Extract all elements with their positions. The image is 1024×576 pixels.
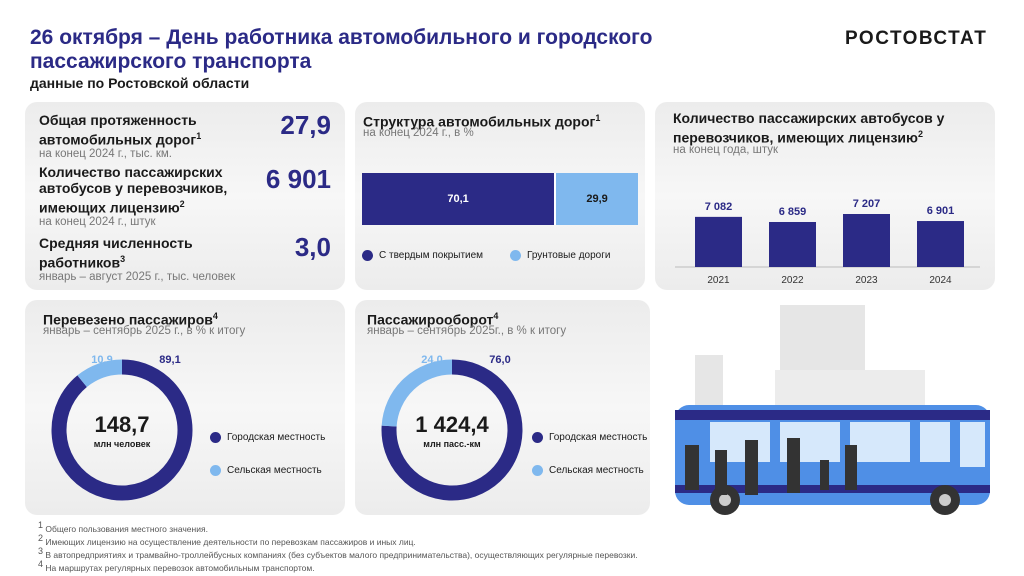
legend-swatch	[210, 432, 221, 443]
legend-label: Грунтовые дороги	[527, 250, 611, 261]
stacked-segment: 70,1	[362, 173, 557, 225]
footnote-ref: 4	[212, 311, 218, 321]
indicator-1: Общая протяженность автомобильных дорог1…	[39, 112, 259, 160]
footnote-ref: 2	[917, 129, 923, 139]
data-label: 6 859	[779, 206, 807, 218]
stacked-bar: 70,1 29,9	[362, 173, 638, 225]
page-title: 26 октября – День работника автомобильно…	[30, 26, 653, 73]
donut-chart: 76,0 24,0 1 424,4 млн пасс.-км	[381, 354, 523, 501]
footnote-3: 3 В автопредприятиях и трамвайно-троллей…	[38, 546, 638, 560]
legend-swatch	[532, 432, 543, 443]
footnote-2: 2 Имеющих лицензию на осуществление деят…	[38, 533, 416, 547]
indicator-note: на конец 2024 г., штук	[39, 215, 156, 228]
center-value: 1 424,4	[415, 412, 489, 437]
legend-swatch	[210, 465, 221, 476]
indicators-panel: Общая протяженность автомобильных дорог1…	[25, 102, 345, 290]
chart-title: Перевезено пассажиров	[43, 311, 213, 328]
tick-label: 2022	[781, 275, 804, 286]
donut-segment	[51, 359, 193, 501]
indicator-2: Количество пассажирских автобусов у пере…	[39, 164, 264, 228]
donut-segment	[77, 359, 123, 388]
legend-swatch	[532, 465, 543, 476]
bus-illustration	[675, 305, 990, 515]
stacked-segment: 29,9	[556, 173, 638, 225]
passenger-turnover-panel: Пассажирооборот4 январь – сентябрь 2025г…	[355, 300, 650, 515]
chart-subtitle: на конец 2024 г., в %	[363, 127, 474, 139]
legend-swatch	[510, 250, 521, 261]
footnote-ref: 1	[196, 131, 202, 141]
chart-title: Количество пассажирских автобусов у пере…	[673, 110, 945, 146]
indicator-value: 27,9	[280, 110, 331, 140]
bar-chart: 7 082 2021 6 859 2022 7 207 2023 6 901 2024	[675, 198, 980, 286]
footnote-ref: 4	[493, 311, 499, 321]
passengers-panel: Перевезено пассажиров4 январь – сентябрь…	[25, 300, 345, 515]
buses-panel: Количество пассажирских автобусов у пере…	[655, 102, 995, 290]
legend-label: С твердым покрытием	[379, 250, 484, 261]
data-label: 76,0	[489, 354, 510, 366]
bar	[917, 221, 964, 267]
center-unit: млн человек	[94, 439, 151, 449]
indicator-note: январь – август 2025 г., тыс. человек	[39, 270, 236, 283]
legend-label: Сельская местность	[549, 465, 644, 476]
footnote-text: Имеющих лицензию на осуществление деятел…	[45, 536, 416, 547]
bar	[843, 214, 890, 267]
footnote-1: 1 Общего пользования местного значения.	[38, 520, 208, 534]
center-unit: млн пасс.-км	[423, 439, 481, 449]
indicator-3: Средняя численность работников3 январь –…	[39, 235, 279, 283]
tick-label: 2024	[929, 275, 952, 286]
center-value: 148,7	[94, 412, 149, 437]
donut-segment	[381, 359, 453, 427]
indicator-value: 6 901	[265, 164, 331, 194]
footnote-ref: 1	[595, 113, 601, 123]
data-label: 10,9	[91, 354, 112, 366]
indicator-note: на конец 2024 г., тыс. км.	[39, 147, 172, 160]
chart-title: Структура автомобильных дорог	[363, 113, 596, 130]
footnote-4: 4 На маршрутах регулярных перевозок авто…	[38, 559, 315, 573]
indicator-value: 3,0	[294, 232, 331, 262]
logo: РОСТОВСТАТ	[845, 28, 988, 49]
data-label: 7 082	[705, 201, 733, 213]
donut-segment	[381, 359, 523, 501]
indicator-title: Количество пассажирских автобусов у пере…	[39, 164, 228, 216]
chart-subtitle: январь – сентябрь 2025 г., в % к итогу	[43, 325, 246, 337]
chart-title: Пассажирооборот	[367, 311, 494, 328]
footnote-ref: 3	[120, 254, 126, 264]
data-label: 89,1	[159, 354, 180, 366]
road-structure-panel: Структура автомобильных дорог1 на конец …	[355, 102, 645, 290]
tick-label: 2023	[855, 275, 878, 286]
legend-label: Городская местность	[227, 432, 326, 443]
legend-swatch	[362, 250, 373, 261]
bar	[695, 216, 742, 267]
chart-subtitle: январь – сентябрь 2025г., в % к итогу	[367, 325, 567, 337]
tick-label: 2021	[707, 275, 730, 286]
legend-label: Городская местность	[549, 432, 648, 443]
chart-subtitle: на конец года, штук	[673, 144, 779, 156]
page-subtitle: данные по Ростовской области	[30, 75, 250, 91]
indicator-title: Средняя численность работников	[39, 235, 193, 271]
bar	[769, 221, 816, 267]
data-label: 7 207	[853, 198, 881, 210]
data-label: 6 901	[927, 205, 955, 217]
legend-label: Сельская местность	[227, 465, 322, 476]
data-label: 24,0	[421, 354, 442, 366]
footnote-text: В автопредприятиях и трамвайно-троллейбу…	[45, 549, 638, 560]
footnote-text: На маршрутах регулярных перевозок автомо…	[45, 562, 315, 573]
donut-chart: 89,1 10,9 148,7 млн человек	[51, 354, 193, 501]
footnote-text: Общего пользования местного значения.	[45, 523, 208, 534]
footnote-ref: 2	[179, 199, 185, 209]
indicator-title: Общая протяженность автомобильных дорог	[39, 112, 197, 148]
